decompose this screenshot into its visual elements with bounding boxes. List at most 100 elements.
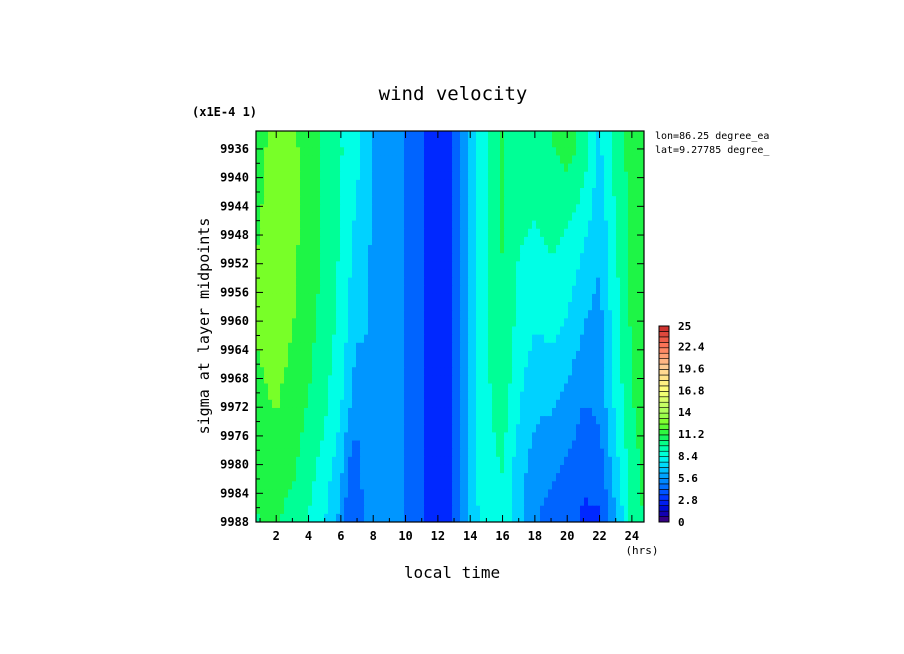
heatmap-cell xyxy=(620,342,625,352)
heatmap-cell xyxy=(432,424,437,433)
heatmap-cell xyxy=(524,204,529,214)
heatmap-cell xyxy=(460,269,465,279)
heatmap-cell xyxy=(316,440,321,450)
heatmap-cell xyxy=(348,375,353,385)
heatmap-cell xyxy=(404,383,409,393)
heatmap-cell xyxy=(396,416,401,425)
heatmap-cell xyxy=(544,440,549,450)
heatmap-cell xyxy=(416,277,421,287)
heatmap-cell xyxy=(540,334,545,344)
heatmap-cell xyxy=(336,196,341,205)
heatmap-cell xyxy=(260,131,265,140)
heatmap-cell xyxy=(444,277,449,287)
heatmap-cell xyxy=(460,505,465,515)
heatmap-cell xyxy=(584,236,589,246)
heatmap-cell xyxy=(604,367,609,376)
heatmap-cell xyxy=(544,245,549,254)
heatmap-cell xyxy=(444,212,449,222)
heatmap-cell xyxy=(356,310,361,319)
heatmap-cell xyxy=(512,188,517,197)
heatmap-cell xyxy=(392,456,397,466)
heatmap-cell xyxy=(600,326,605,336)
heatmap-cell xyxy=(288,179,293,189)
heatmap-cell xyxy=(536,513,541,522)
heatmap-cell xyxy=(584,277,589,287)
heatmap-cell xyxy=(316,155,321,165)
heatmap-cell xyxy=(624,342,629,352)
heatmap-cell xyxy=(312,334,317,344)
heatmap-cell xyxy=(600,424,605,433)
heatmap-cell xyxy=(288,497,293,507)
colorbar-swatch xyxy=(658,401,670,408)
heatmap-cell xyxy=(280,302,285,311)
heatmap-cell xyxy=(564,155,569,165)
heatmap-cell xyxy=(584,269,589,279)
heatmap-cell xyxy=(432,131,437,140)
heatmap-cell xyxy=(288,236,293,246)
heatmap-cell xyxy=(500,416,505,425)
heatmap-cell xyxy=(532,269,537,279)
heatmap-cell xyxy=(376,416,381,425)
heatmap-cell xyxy=(388,334,393,344)
heatmap-cell xyxy=(344,359,349,368)
heatmap-cell xyxy=(596,179,601,189)
heatmap-cell xyxy=(452,293,457,303)
heatmap-cell xyxy=(488,212,493,222)
heatmap-cell xyxy=(256,497,261,507)
heatmap-cell xyxy=(488,464,493,474)
heatmap-cell xyxy=(264,163,269,173)
heatmap-cell xyxy=(504,212,509,222)
heatmap-cell xyxy=(624,424,629,433)
heatmap-cell xyxy=(484,326,489,336)
heatmap-cell xyxy=(312,383,317,393)
heatmap-cell xyxy=(608,497,613,507)
heatmap-cell xyxy=(568,277,573,287)
heatmap-cell xyxy=(300,212,305,222)
heatmap-cell xyxy=(564,383,569,393)
heatmap-cell xyxy=(616,383,621,393)
heatmap-cell xyxy=(640,212,644,222)
heatmap-cell xyxy=(320,277,325,287)
heatmap-cell xyxy=(592,293,597,303)
heatmap-cell xyxy=(328,204,333,214)
heatmap-cell xyxy=(344,407,349,417)
heatmap-cell xyxy=(432,171,437,181)
heatmap-cell xyxy=(476,147,481,157)
heatmap-cell xyxy=(628,505,633,515)
heatmap-cell xyxy=(324,147,329,157)
heatmap-cell xyxy=(336,513,341,522)
heatmap-cell xyxy=(432,416,437,425)
heatmap-cell xyxy=(524,269,529,279)
heatmap-cell xyxy=(260,269,265,279)
colorbar-swatch xyxy=(658,331,670,338)
heatmap-cell xyxy=(524,277,529,287)
heatmap-cell xyxy=(604,399,609,409)
heatmap-cell xyxy=(260,464,265,474)
heatmap-cell xyxy=(584,261,589,271)
heatmap-cell xyxy=(476,505,481,515)
heatmap-cell xyxy=(320,212,325,222)
heatmap-cell xyxy=(600,131,605,140)
heatmap-cell xyxy=(616,464,621,474)
heatmap-cell xyxy=(588,342,593,352)
heatmap-cell xyxy=(588,432,593,442)
heatmap-cell xyxy=(396,489,401,499)
heatmap-cell xyxy=(304,399,309,409)
heatmap-cell xyxy=(388,489,393,499)
heatmap-cell xyxy=(488,367,493,376)
heatmap-cell xyxy=(632,481,637,491)
heatmap-cell xyxy=(392,367,397,376)
heatmap-cell xyxy=(376,188,381,197)
heatmap-cell xyxy=(552,424,557,433)
heatmap-cell xyxy=(512,171,517,181)
heatmap-cell xyxy=(620,228,625,238)
heatmap-cell xyxy=(384,432,389,442)
heatmap-cell xyxy=(588,220,593,230)
heatmap-cell xyxy=(516,261,521,271)
heatmap-cell xyxy=(448,359,453,368)
heatmap-cell xyxy=(284,481,289,491)
heatmap-cell xyxy=(608,399,613,409)
heatmap-cell xyxy=(572,253,577,262)
heatmap-cell xyxy=(500,228,505,238)
heatmap-cell xyxy=(308,448,313,458)
